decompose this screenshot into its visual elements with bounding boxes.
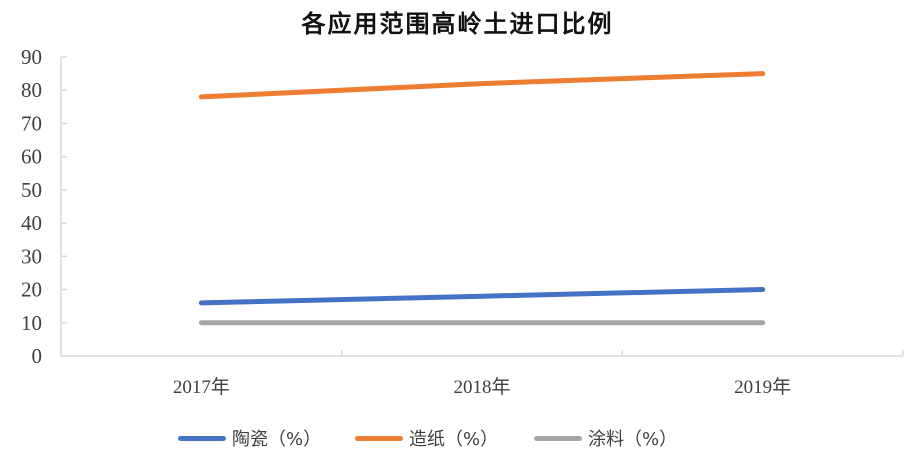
legend: 陶瓷（%） 造纸（%） 涂料（%） [0,425,915,451]
legend-label: 涂料（%） [588,429,678,450]
x-tick-label: 2019年 [734,376,791,398]
y-tick-label: 40 [21,211,42,235]
legend-item-ceramics: 陶瓷（%） [178,425,321,451]
x-tick-label: 2017年 [173,376,230,398]
y-tick-label: 80 [21,78,42,102]
y-tick-label: 10 [21,311,42,335]
y-tick-label: 0 [32,344,43,368]
x-tick-label: 2018年 [453,376,510,398]
series-line [198,71,766,100]
series-lines [198,71,766,326]
legend-label: 造纸（%） [409,429,499,450]
legend-swatch-coating [534,435,582,441]
y-tick-label: 70 [21,111,42,135]
y-tick-label: 30 [21,244,42,268]
legend-item-paper: 造纸（%） [355,425,498,451]
y-tick-label: 90 [21,45,42,69]
x-axis: 2017年 2018年 2019年 [60,350,904,398]
y-tick-label: 60 [21,145,42,169]
legend-item-coating: 涂料（%） [534,425,677,451]
chart-title: 各应用范围高岭土进口比例 [301,9,614,38]
y-tick-label: 20 [21,278,42,302]
legend-swatch-ceramics [178,435,226,441]
legend-swatch-paper [355,435,403,441]
y-tick-label: 50 [21,178,42,202]
series-line [198,287,766,306]
legend-label: 陶瓷（%） [232,429,322,450]
y-axis: 0 10 20 30 40 50 60 70 80 90 [21,45,67,368]
